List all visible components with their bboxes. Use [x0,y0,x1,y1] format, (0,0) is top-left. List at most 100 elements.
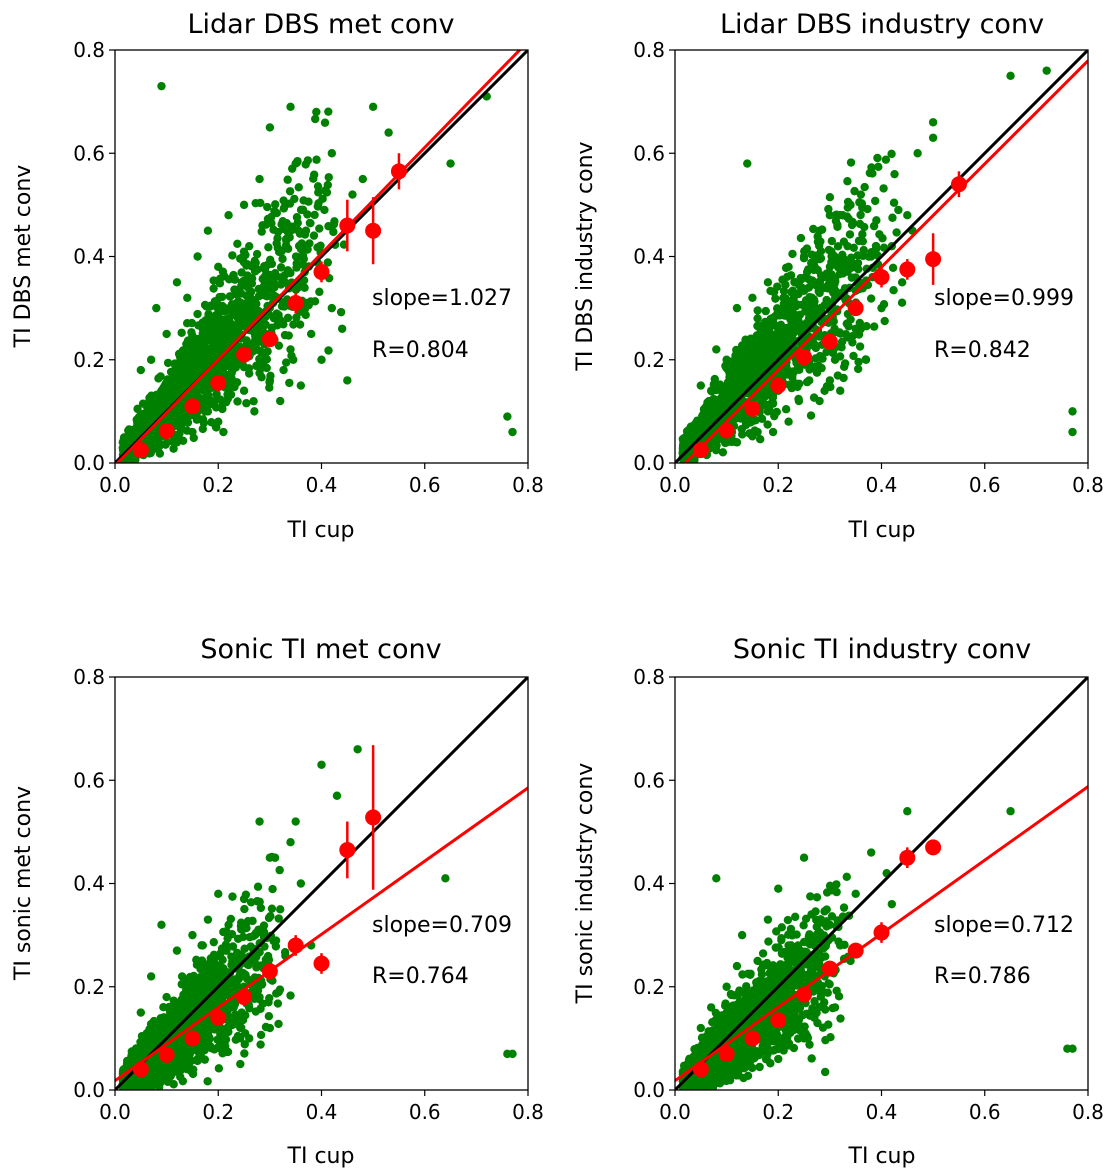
scatter-point [264,243,273,252]
scatter-point [283,175,292,184]
x-tick-label: 0.0 [99,1100,131,1124]
scatter-point [265,1023,275,1033]
scatter-point [197,956,207,965]
scatter-point [271,942,281,951]
scatter-point [225,292,235,301]
scatter-point [722,381,732,390]
scatter-point [240,1040,249,1049]
scatter-point [787,334,796,344]
scatter-point [219,427,228,437]
scatter-point [295,320,305,329]
x-tick-label: 0.6 [409,1100,441,1124]
scatter-point [856,190,866,199]
scatter-point [272,989,281,998]
scatter-point [212,303,222,312]
scatter-point [849,243,858,252]
scatter-point [813,237,823,246]
scatter-point [263,347,272,356]
scatter-point [315,224,324,233]
scatter-point [220,272,229,281]
scatter-point [277,302,287,311]
x-tick-label: 0.2 [202,473,234,497]
y-tick-label: 0.4 [633,245,665,269]
binned-mean-point [261,331,278,348]
scatter-point [843,333,852,342]
scatter-point [194,354,204,364]
scatter-point [279,365,288,375]
y-tick-label: 0.8 [73,38,105,62]
scatter-point [741,335,750,344]
binned-mean-point [287,294,304,311]
scatter-point [743,159,752,168]
scatter-point [215,279,225,288]
scatter-point [220,307,229,316]
scatter-point [817,271,827,281]
scatter-point [267,285,276,294]
binned-mean-point [339,217,356,234]
scatter-point [830,285,840,295]
scatter-point [794,396,804,406]
scatter-point [152,1023,161,1033]
binned-mean-point [236,346,253,363]
scatter-point [838,211,847,220]
scatter-point [238,315,248,325]
scatter-point [706,386,716,395]
scatter-point [203,1023,213,1033]
scatter-point [214,417,223,426]
y-tick-label: 0.8 [633,38,665,62]
scatter-point [210,396,220,405]
scatter-point [799,252,809,261]
scatter-point [193,414,203,423]
scatter-point [785,380,794,390]
y-tick-label: 0.2 [633,348,665,372]
scatter-point [174,369,184,379]
scatter-point [806,411,816,420]
scatter-point [327,149,337,158]
r-annotation: R=0.804 [372,338,469,363]
scatter-point [732,438,742,447]
y-tick-label: 0.4 [73,872,105,896]
ticks: 0.0 0.2 0.4 0.6 0.80.00.20.40.60.8 [633,38,1104,497]
scatter-point [796,233,806,243]
scatter-point [802,244,812,253]
scatter-point [183,293,192,302]
scatter-point [313,182,323,191]
x-tick-label: 0.2 [762,473,794,497]
scatter-point [841,262,850,272]
scatter-point [285,378,294,388]
scatter-point [709,394,718,404]
scatter-point [839,237,849,246]
scatter-point [312,107,321,117]
scatter-point [854,264,863,274]
panel-lidar-dbs-met: Lidar DBS met conv slope=1.027 R=0.804 0… [11,9,544,543]
scatter-point [199,340,208,349]
scatter-point [890,169,899,179]
scatter-point [233,1031,243,1041]
scatter-point [172,278,182,287]
scatter-point [286,268,295,278]
fit-line [115,786,528,1082]
scatter-point [774,324,783,333]
panel-title: Lidar DBS industry conv [720,9,1044,40]
scatter-point [157,386,166,395]
binned-mean-point [744,400,761,417]
binned-mean-point [339,841,356,858]
scatter-point [219,361,229,370]
y-tick-label: 0.6 [633,141,665,165]
scatter-point [853,258,863,268]
scatter-point [508,1049,517,1059]
scatter-point [247,311,256,320]
scatter-point [198,941,207,950]
scatter-point [313,202,323,211]
scatter-point [157,920,166,929]
scatter-point [836,386,845,395]
scatter-point [688,424,698,433]
scatter-point [855,342,865,351]
scatter-point [847,273,857,282]
scatter-point [830,355,840,364]
scatter-point [247,262,256,271]
scatter-point [178,1060,188,1070]
scatter-point [269,225,278,234]
scatter-point [177,972,187,981]
scatter-point [781,323,791,333]
